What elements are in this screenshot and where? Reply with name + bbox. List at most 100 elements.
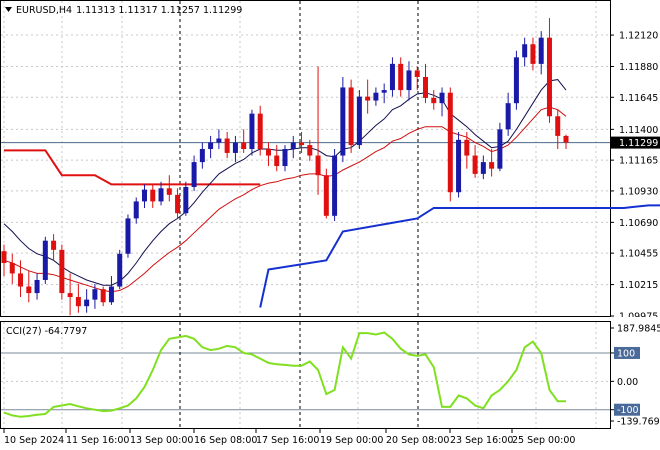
candle-32[interactable] bbox=[265, 142, 271, 167]
candle-68[interactable] bbox=[563, 134, 569, 150]
candle-56[interactable] bbox=[464, 131, 470, 169]
candle-19[interactable] bbox=[158, 181, 164, 206]
candles[interactable] bbox=[1, 18, 569, 316]
candle-5[interactable] bbox=[42, 236, 48, 284]
time-label-4: 17 Sep 16:00 bbox=[256, 435, 319, 446]
candle-47[interactable] bbox=[389, 57, 395, 97]
candle-4[interactable] bbox=[34, 273, 40, 300]
candle-1[interactable] bbox=[9, 253, 15, 284]
candle-23[interactable] bbox=[191, 155, 197, 191]
cci-tick-label-3: -100 bbox=[617, 405, 639, 416]
candle-22[interactable] bbox=[183, 181, 189, 216]
candle-37[interactable] bbox=[307, 139, 313, 161]
dropdown-triangle-icon[interactable] bbox=[5, 7, 12, 12]
candle-26[interactable] bbox=[216, 129, 222, 150]
candle-27[interactable] bbox=[224, 131, 230, 159]
candle-55[interactable] bbox=[456, 131, 462, 198]
candle-33[interactable] bbox=[274, 145, 280, 172]
stop-upper-line bbox=[4, 149, 261, 186]
candle-66[interactable] bbox=[546, 18, 552, 123]
time-label-2: 13 Sep 00:00 bbox=[130, 435, 193, 446]
candle-34[interactable] bbox=[282, 145, 288, 172]
cci-tick-label-1: 100 bbox=[617, 348, 635, 359]
cci-panel[interactable]: 187.9845 100 0.00 -100-139.7695 CCI(27) -64… bbox=[0, 321, 660, 429]
candle-45[interactable] bbox=[373, 87, 379, 106]
candle-15[interactable] bbox=[125, 214, 131, 258]
candle-61[interactable] bbox=[505, 92, 511, 136]
candle-39[interactable] bbox=[323, 168, 329, 219]
time-label-1: 11 Sep 16:00 bbox=[66, 435, 129, 446]
candle-50[interactable] bbox=[414, 66, 420, 91]
candle-65[interactable] bbox=[538, 31, 544, 75]
candle-36[interactable] bbox=[299, 131, 305, 153]
candle-2[interactable] bbox=[18, 260, 24, 298]
cci-level-tag-3 bbox=[614, 403, 640, 416]
candle-3[interactable] bbox=[26, 270, 32, 303]
candle-18[interactable] bbox=[150, 184, 156, 208]
candle-24[interactable] bbox=[199, 142, 205, 169]
ohlc-values: 1.11313 1.11317 1.11257 1.11299 bbox=[76, 5, 242, 16]
symbol-ohlc-label: EURUSD,H4 1.11313 1.11317 1.11257 1.11299 bbox=[16, 5, 242, 16]
candle-64[interactable] bbox=[530, 37, 536, 71]
candle-53[interactable] bbox=[439, 87, 445, 117]
candle-body-20 bbox=[166, 188, 172, 195]
candle-28[interactable] bbox=[232, 135, 238, 163]
candle-14[interactable] bbox=[117, 249, 123, 290]
candle-35[interactable] bbox=[290, 135, 296, 159]
price-panel[interactable]: 1.11299 1.12120 1.11880 1.11645 1.11400 1.11… bbox=[0, 0, 660, 323]
candle-21[interactable] bbox=[175, 188, 181, 219]
candle-body-49 bbox=[406, 70, 412, 91]
candle-9[interactable] bbox=[75, 283, 81, 313]
candle-40[interactable] bbox=[332, 149, 338, 222]
ma-slow-line bbox=[3, 106, 567, 293]
panel-separator[interactable] bbox=[0, 317, 660, 321]
candle-body-3 bbox=[26, 286, 32, 294]
candle-25[interactable] bbox=[208, 135, 214, 159]
candle-46[interactable] bbox=[381, 83, 387, 104]
candle-body-11 bbox=[92, 289, 98, 300]
candle-52[interactable] bbox=[431, 90, 437, 110]
candle-31[interactable] bbox=[257, 105, 263, 156]
candle-8[interactable] bbox=[67, 273, 73, 316]
candle-43[interactable] bbox=[356, 90, 362, 150]
candle-body-6 bbox=[51, 240, 57, 250]
candle-body-62 bbox=[513, 57, 519, 104]
candle-10[interactable] bbox=[84, 289, 90, 313]
candle-60[interactable] bbox=[497, 122, 503, 172]
candle-16[interactable] bbox=[133, 197, 139, 224]
candle-17[interactable] bbox=[142, 184, 147, 208]
cci-tick-label-2: 0.00 bbox=[617, 377, 638, 388]
candle-0[interactable] bbox=[1, 244, 7, 277]
candle-body-57 bbox=[472, 155, 478, 174]
candle-49[interactable] bbox=[406, 61, 412, 101]
candle-44[interactable] bbox=[365, 79, 371, 114]
candle-58[interactable] bbox=[480, 155, 486, 180]
current-price-line: 1.11299 bbox=[1, 136, 660, 149]
candle-12[interactable] bbox=[100, 286, 106, 307]
candle-11[interactable] bbox=[92, 283, 98, 309]
candle-38[interactable] bbox=[315, 66, 321, 195]
candle-62[interactable] bbox=[513, 50, 519, 110]
time-label-7: 23 Sep 16:00 bbox=[450, 435, 513, 446]
candle-41[interactable] bbox=[340, 76, 346, 163]
candle-20[interactable] bbox=[166, 175, 172, 202]
candle-30[interactable] bbox=[249, 109, 255, 156]
candle-13[interactable] bbox=[108, 276, 114, 305]
candle-6[interactable] bbox=[51, 234, 57, 261]
candle-48[interactable] bbox=[398, 57, 404, 97]
candle-51[interactable] bbox=[423, 63, 428, 104]
candle-body-40 bbox=[332, 155, 338, 216]
candle-body-47 bbox=[389, 63, 395, 91]
candle-67[interactable] bbox=[555, 109, 561, 150]
candle-7[interactable] bbox=[59, 244, 65, 300]
candle-42[interactable] bbox=[348, 79, 354, 153]
candle-29[interactable] bbox=[241, 129, 247, 153]
candle-body-24 bbox=[199, 149, 205, 163]
candle-59[interactable] bbox=[489, 149, 495, 177]
candle-63[interactable] bbox=[522, 37, 528, 67]
candle-54[interactable] bbox=[447, 87, 453, 202]
candle-body-39 bbox=[323, 175, 329, 216]
candle-57[interactable] bbox=[472, 145, 478, 178]
candle-body-68 bbox=[563, 135, 569, 143]
